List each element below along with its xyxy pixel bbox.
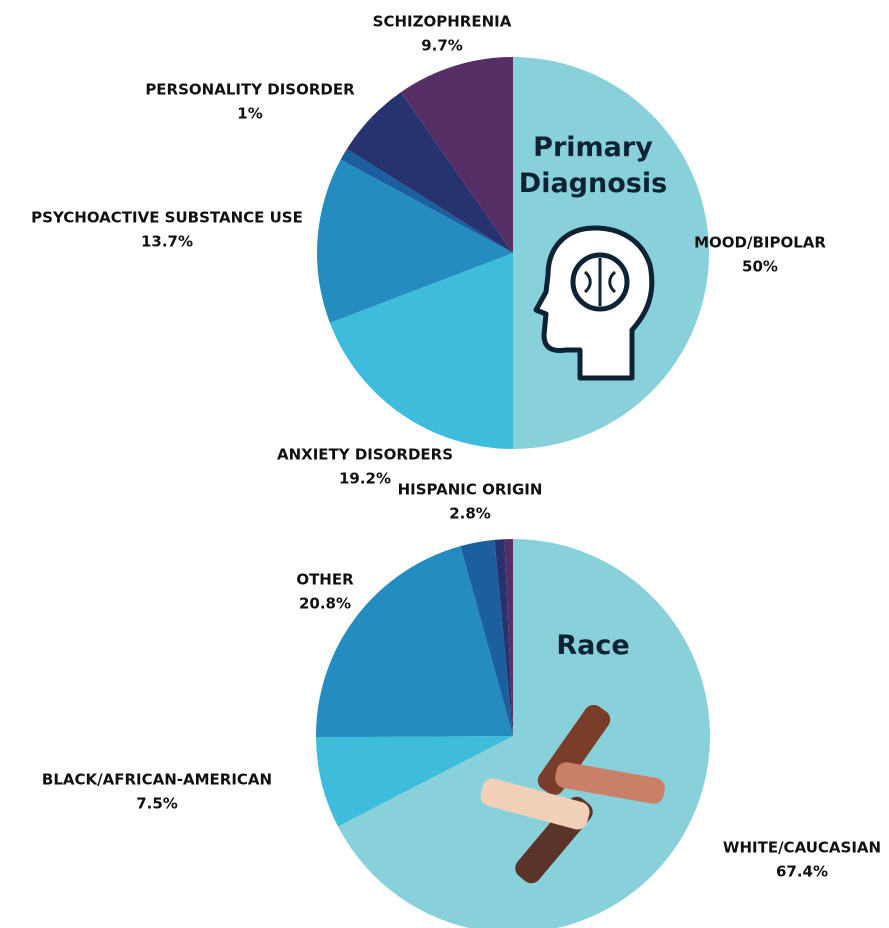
slice-value: 7.5% bbox=[136, 795, 178, 813]
pie-slice bbox=[460, 539, 513, 736]
pie-slice bbox=[340, 149, 513, 253]
slice-value: 67.4% bbox=[776, 863, 828, 881]
slice-label: PSYCHOACTIVE SUBSTANCE USE bbox=[31, 209, 303, 227]
slice-label: HISPANIC ORIGIN bbox=[398, 481, 543, 499]
slice-value: 13.7% bbox=[141, 233, 193, 251]
chart-title: Primary Diagnosis bbox=[518, 132, 668, 199]
pie-slice bbox=[494, 539, 513, 736]
slice-label: MOOD/BIPOLAR bbox=[694, 234, 826, 252]
slice-label: ANXIETY DISORDERS bbox=[277, 446, 453, 464]
pie-slice bbox=[400, 57, 513, 253]
slice-value: 20.8% bbox=[299, 595, 351, 613]
pie-slice bbox=[513, 57, 709, 449]
pie-slice bbox=[315, 546, 513, 738]
slice-value: 2.8% bbox=[449, 505, 491, 523]
slice-label: BLACK/AFRICAN-AMERICAN bbox=[42, 771, 272, 789]
slice-value: 9.7% bbox=[421, 37, 463, 55]
slice-value: 1% bbox=[237, 105, 262, 123]
pie-slice bbox=[338, 539, 710, 928]
slice-label: SCHIZOPHRENIA bbox=[373, 13, 512, 31]
pie-slice bbox=[329, 253, 513, 449]
pie-slice bbox=[504, 539, 513, 736]
pie-slice bbox=[316, 159, 513, 323]
slice-label: WHITE/CAUCASIAN bbox=[723, 839, 881, 857]
pie-slice bbox=[316, 736, 513, 827]
chart-title: Race bbox=[556, 630, 630, 661]
pie-slice bbox=[346, 92, 513, 253]
slice-label: OTHER bbox=[296, 571, 354, 589]
slice-label: PERSONALITY DISORDER bbox=[145, 81, 355, 99]
slice-value: 50% bbox=[742, 258, 778, 276]
slice-value: 19.2% bbox=[339, 470, 391, 488]
